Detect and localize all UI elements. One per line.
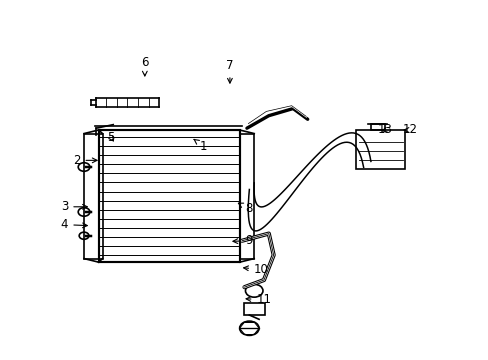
Text: 3: 3 [61, 200, 87, 213]
Bar [356, 130, 404, 169]
Text: 2: 2 [73, 154, 97, 167]
Bar [99, 130, 239, 262]
Text: 8: 8 [238, 202, 252, 215]
Text: 9: 9 [232, 234, 253, 247]
Text: 7: 7 [226, 59, 233, 83]
Text: 12: 12 [402, 123, 416, 136]
Text: 4: 4 [61, 218, 87, 231]
Bar [84, 134, 102, 258]
Text: 1: 1 [194, 139, 206, 153]
Text: 13: 13 [377, 123, 392, 136]
Bar [243, 302, 264, 315]
Text: 6: 6 [141, 55, 148, 76]
Text: 11: 11 [245, 293, 271, 306]
Text: 5: 5 [107, 131, 114, 144]
Bar [370, 123, 384, 130]
Text: 10: 10 [243, 263, 268, 276]
Bar [239, 134, 254, 258]
